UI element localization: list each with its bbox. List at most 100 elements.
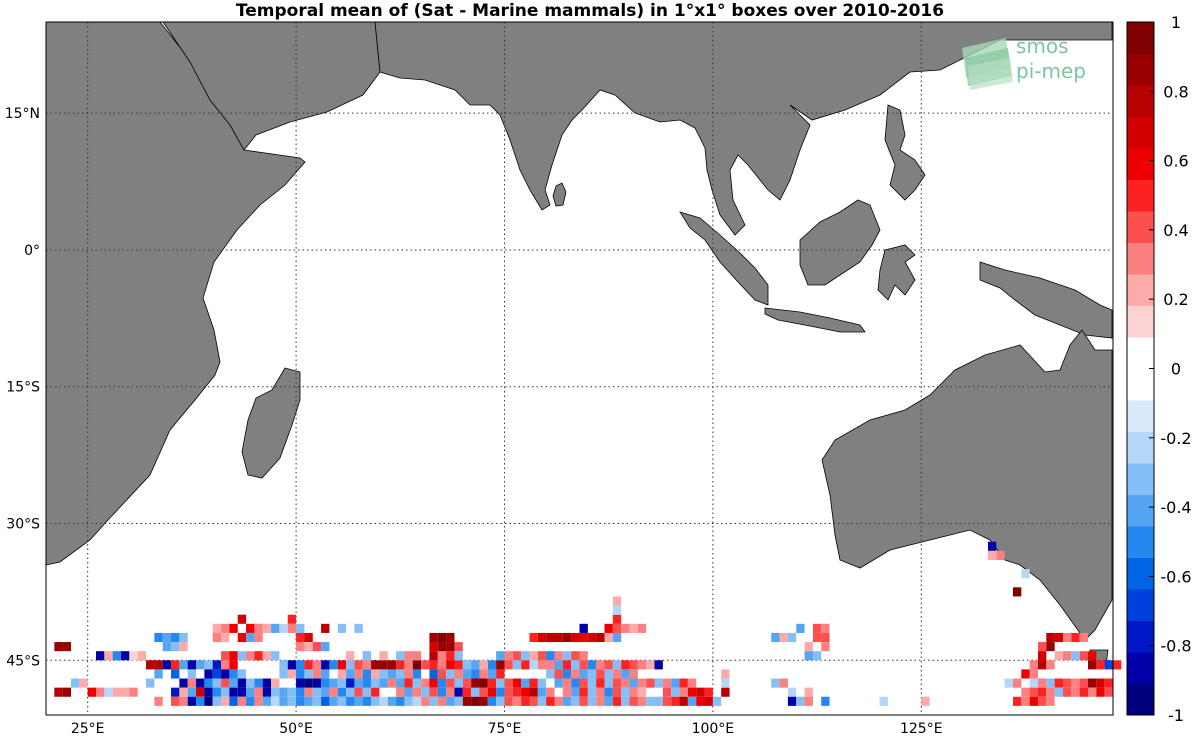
heatmap-cell	[1096, 687, 1105, 697]
heatmap-cell	[554, 678, 563, 688]
heatmap-cell	[196, 696, 205, 706]
heatmap-cell	[512, 696, 522, 706]
heatmap-cell	[262, 623, 272, 633]
heatmap-cell	[1012, 678, 1022, 688]
heatmap-cell	[454, 678, 463, 688]
heatmap-cell	[487, 687, 497, 697]
heatmap-cell	[54, 687, 63, 697]
heatmap-cell	[254, 687, 263, 697]
heatmap-cell	[629, 669, 638, 679]
heatmap-cell	[512, 687, 522, 697]
heatmap-cell	[104, 687, 113, 697]
heatmap-cell	[437, 687, 447, 697]
y-tick-label: 45°S	[6, 653, 40, 669]
heatmap-cell	[421, 678, 430, 688]
heatmap-cell	[279, 696, 288, 706]
heatmap-cell	[396, 651, 405, 661]
heatmap-cell	[679, 678, 688, 688]
heatmap-cell	[337, 687, 347, 697]
heatmap-cell	[537, 651, 547, 661]
heatmap-cell	[787, 696, 797, 706]
heatmap-cell	[621, 687, 630, 697]
heatmap-cell	[371, 669, 380, 679]
heatmap-cell	[204, 669, 213, 679]
heatmap-cell	[312, 687, 322, 697]
heatmap-cell	[1079, 687, 1088, 697]
heatmap-cell	[596, 678, 605, 688]
heatmap-cell	[412, 678, 422, 688]
heatmap-cell	[1096, 678, 1105, 688]
heatmap-cell	[571, 669, 580, 679]
heatmap-cell	[296, 678, 305, 688]
heatmap-cell	[296, 623, 305, 633]
heatmap-cell	[671, 696, 680, 706]
heatmap-cell	[496, 678, 505, 688]
heatmap-cell	[921, 696, 930, 706]
heatmap-cell	[246, 623, 255, 633]
y-tick-label: 0°	[24, 243, 40, 259]
heatmap-cell	[812, 632, 822, 643]
heatmap-cell	[354, 669, 363, 679]
heatmap-cell	[187, 687, 197, 697]
heatmap-cell	[446, 696, 455, 706]
heatmap-cell	[187, 678, 197, 688]
heatmap-cell	[571, 660, 580, 670]
heatmap-cell	[512, 678, 522, 688]
heatmap-cell	[596, 632, 605, 643]
heatmap-cell	[446, 660, 455, 670]
heatmap-cell	[221, 696, 230, 706]
heatmap-cell	[646, 696, 655, 706]
heatmap-cell	[71, 678, 80, 688]
heatmap-cell	[254, 623, 263, 633]
heatmap-cell	[171, 632, 180, 643]
heatmap-cell	[604, 669, 613, 679]
heatmap-cell	[212, 623, 222, 633]
heatmap-cell	[346, 660, 355, 670]
heatmap-cell	[612, 687, 622, 697]
heatmap-cell	[429, 687, 438, 697]
colorbar-band	[1127, 116, 1154, 149]
heatmap-cell	[429, 632, 438, 643]
heatmap-cell	[437, 660, 447, 670]
heatmap-cell	[271, 651, 280, 661]
heatmap-cell	[554, 651, 563, 661]
heatmap-cell	[654, 696, 663, 706]
heatmap-cell	[321, 660, 330, 670]
heatmap-cell	[604, 678, 613, 688]
colorbar-tick-label: -0.6	[1160, 567, 1191, 586]
heatmap-cell	[1071, 632, 1080, 643]
land-madagascar	[241, 367, 301, 479]
heatmap-cell	[1046, 660, 1055, 670]
heatmap-cell	[171, 660, 180, 670]
colorbar-band	[1127, 620, 1154, 653]
heatmap-cell	[396, 687, 405, 697]
heatmap-cell	[537, 678, 547, 688]
heatmap-cell	[637, 623, 647, 633]
heatmap-cell	[579, 632, 588, 643]
heatmap-cell	[446, 687, 455, 697]
heatmap-cell	[787, 687, 797, 697]
colorbar-ticks: 1 0.8 0.6 0.4 0.2 0 -0.2 -0.4 -0.6 -0.8 -1	[1149, 13, 1192, 725]
heatmap-cell	[287, 687, 297, 697]
heatmap-cell	[371, 696, 380, 706]
heatmap-cell	[696, 696, 705, 706]
heatmap-cell	[421, 696, 430, 706]
heatmap-cell	[571, 651, 580, 661]
heatmap-cell	[321, 623, 330, 633]
heatmap-cell	[362, 687, 372, 697]
colorbar-band	[1127, 494, 1154, 527]
heatmap-cell	[354, 678, 363, 688]
heatmap-cell	[304, 669, 313, 679]
heatmap-cell	[171, 687, 180, 697]
heatmap-cell	[546, 687, 555, 697]
heatmap-cell	[254, 651, 263, 661]
map-area: 25°E 50°E 75°E 100°E 125°E 15°N 0° 15°S 30°S 45°…	[5, 21, 1122, 737]
heatmap-cell	[554, 696, 563, 706]
heatmap-cell	[704, 687, 713, 697]
heatmap-cell	[1029, 696, 1038, 706]
heatmap-cell	[387, 669, 397, 679]
heatmap-cell	[646, 660, 655, 670]
heatmap-cell	[1054, 632, 1063, 643]
heatmap-cell	[237, 678, 247, 688]
heatmap-cell	[354, 687, 363, 697]
